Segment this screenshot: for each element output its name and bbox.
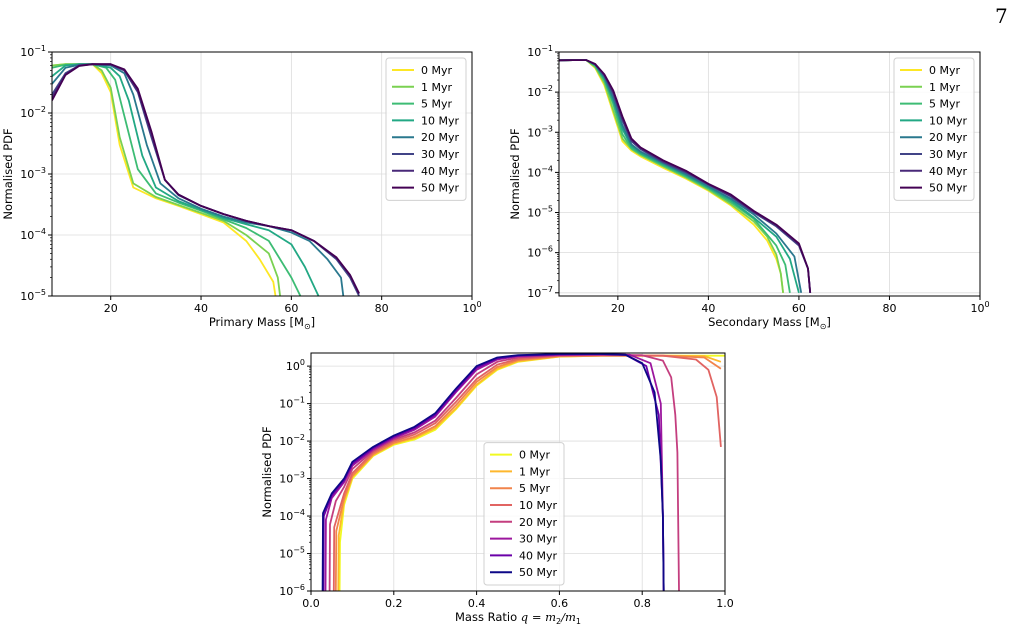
y-tick-label: 10−1 (20, 44, 46, 59)
legend: 0 Myr 1 Myr 5 Myr 10 Myr 20 Myr 30 Myr 40 Myr 5… (483, 442, 565, 586)
x-tick-label: 20 (104, 302, 118, 315)
x-tick-label: 80 (882, 302, 896, 315)
legend-label: 40 Myr (929, 165, 967, 178)
y-axis-label: Normalised PDF (260, 426, 274, 517)
series-line-0-myr (52, 63, 277, 296)
legend-label: 30 Myr (929, 148, 967, 161)
y-axis-label: Normalised PDF (1, 128, 15, 219)
y-tick-label: 10−2 (527, 84, 553, 99)
series-line-50-myr (52, 63, 360, 294)
y-axis-label: Normalised PDF (508, 128, 522, 219)
legend-label: 40 Myr (421, 165, 459, 178)
series-line-0-myr (559, 59, 784, 293)
series-line-20-myr (52, 63, 345, 296)
x-tick-label: 0.2 (385, 597, 403, 610)
legend-label: 50 Myr (421, 182, 459, 195)
y-tick-label: 10−4 (279, 508, 305, 523)
secondary-mass-panel: 20 40 60 80 100 10−7 10−6 10−5 10−4 10−3 10−2 10−1 S… (508, 44, 990, 331)
y-tick-label: 10−4 (20, 227, 46, 242)
series-line-50-myr (321, 353, 665, 591)
mass-ratio-panel: 0.0 0.2 0.4 0.6 0.8 1.0 10−6 10−5 10−4 10−3 10−2 10… (260, 352, 734, 626)
series-line-10-myr (332, 354, 722, 591)
legend-label: 20 Myr (929, 131, 967, 144)
y-tick-label: 10−6 (279, 583, 305, 598)
plot-frame (310, 352, 726, 592)
legend: 0 Myr 1 Myr 5 Myr 10 Myr 20 Myr 30 Myr 40 Myr 5… (893, 57, 975, 201)
legend-label: 0 Myr (519, 449, 550, 462)
legend-label: 10 Myr (421, 114, 459, 127)
legend-label: 5 Myr (929, 98, 960, 111)
x-tick-label: 60 (284, 302, 298, 315)
y-tick-label: 100 (286, 358, 305, 373)
x-axis-label: Secondary Mass [M⊙] (708, 315, 831, 331)
series-line-30-myr (52, 63, 360, 296)
legend-label: 5 Myr (421, 98, 452, 111)
x-tick-label: 0.6 (551, 597, 569, 610)
legend-label: 20 Myr (519, 516, 557, 529)
x-tick-label: 1.0 (716, 597, 734, 610)
legend-box (893, 57, 975, 201)
legend-label: 1 Myr (519, 465, 550, 478)
legend-box (385, 57, 467, 201)
x-tick-label: 40 (194, 302, 208, 315)
series-line-10-myr (559, 59, 800, 294)
x-tick-label: 20 (611, 302, 625, 315)
y-tick-label: 10−1 (279, 396, 305, 411)
x-axis-label: Mass Ratio q = m2/m1 (455, 610, 581, 626)
y-tick-label: 10−3 (20, 166, 46, 181)
y-tick-label: 10−6 (527, 245, 553, 260)
y-tick-label: 10−5 (279, 546, 305, 561)
legend-label: 10 Myr (929, 114, 967, 127)
series-line-40-myr (52, 63, 360, 294)
series-group (52, 63, 360, 296)
primary-mass-panel: 20 40 60 80 100 10−5 10−4 10−3 10−2 10−1 Primary M… (1, 44, 482, 331)
legend-label: 5 Myr (519, 482, 550, 495)
y-tick-label: 10−3 (279, 471, 305, 486)
legend-label: 10 Myr (519, 499, 557, 512)
series-line-50-myr (559, 59, 812, 293)
x-tick-label: 100 (970, 300, 989, 315)
series-line-5-myr (52, 63, 302, 296)
x-tick-label: 40 (701, 302, 715, 315)
legend: 0 Myr 1 Myr 5 Myr 10 Myr 20 Myr 30 Myr 40 Myr 5… (385, 57, 467, 201)
legend-label: 0 Myr (929, 64, 960, 77)
x-tick-label: 80 (375, 302, 389, 315)
legend-label: 40 Myr (519, 549, 557, 562)
legend-label: 30 Myr (519, 533, 557, 546)
y-tick-label: 10−1 (527, 44, 553, 59)
y-tick-label: 10−7 (527, 285, 553, 300)
page-number: 7 (995, 4, 1008, 28)
legend-label: 1 Myr (929, 81, 960, 94)
x-axis-label: Primary Mass [M⊙] (209, 315, 315, 331)
y-tick-label: 10−5 (527, 205, 553, 220)
legend-label: 30 Myr (421, 148, 459, 161)
legend-label: 50 Myr (519, 566, 557, 579)
legend-label: 0 Myr (421, 64, 452, 77)
y-tick-label: 10−3 (527, 124, 553, 139)
legend-label: 20 Myr (421, 131, 459, 144)
legend-label: 50 Myr (929, 182, 967, 195)
y-tick-label: 10−2 (279, 433, 305, 448)
series-line-10-myr (52, 63, 320, 296)
x-tick-label: 0.4 (468, 597, 486, 610)
legend-box (483, 442, 565, 586)
x-tick-label: 0.8 (633, 597, 651, 610)
series-group (559, 59, 812, 294)
y-tick-label: 10−4 (527, 164, 553, 179)
x-tick-label: 0.0 (302, 597, 320, 610)
series-line-1-myr (559, 59, 784, 293)
series-line-20-myr (328, 353, 680, 591)
x-tick-label: 100 (462, 300, 481, 315)
x-tick-label: 60 (792, 302, 806, 315)
series-line-5-myr (559, 59, 791, 293)
legend-label: 1 Myr (421, 81, 452, 94)
series-group (321, 353, 725, 591)
y-tick-label: 10−5 (20, 288, 46, 303)
y-tick-label: 10−2 (20, 105, 46, 120)
